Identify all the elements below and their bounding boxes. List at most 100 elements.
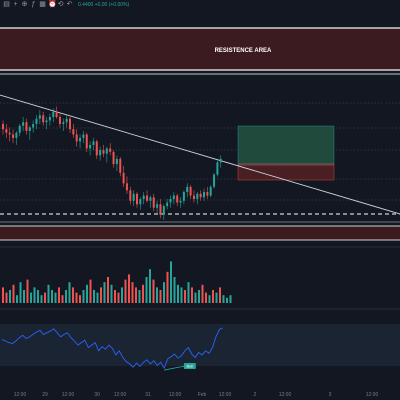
candle-body — [179, 200, 182, 203]
candle-body — [62, 122, 65, 124]
volume-bar — [156, 287, 158, 303]
volume-bar — [170, 261, 172, 303]
candle-body — [169, 199, 172, 203]
candle-body — [99, 150, 102, 156]
volume-bar — [58, 287, 60, 303]
volume-bar — [19, 282, 22, 303]
volume-bar — [194, 292, 197, 303]
candle-body — [22, 122, 25, 126]
volume-bar — [219, 287, 221, 303]
candle-body — [115, 158, 118, 165]
top-toolbar: ▤ + ⊕ ƒ ▦ ⏰ ⟲ ↶ 0.4400 +0.00 (+0.00%) — [0, 0, 400, 10]
annotation-zones: RESISTENCE AREA — [0, 27, 400, 241]
volume-bar — [131, 282, 134, 303]
candle-body — [112, 151, 115, 165]
volume-bar — [138, 290, 141, 303]
volume-bar — [61, 295, 64, 303]
x-tick-label: 29 — [42, 392, 48, 398]
long-position-target — [237, 125, 335, 165]
volume-bar — [205, 292, 207, 303]
volume-bar — [212, 290, 214, 303]
indicators-icon[interactable]: ƒ — [31, 1, 36, 8]
volume-bar — [51, 290, 53, 303]
candle-body — [18, 125, 21, 133]
long-position-stop — [237, 163, 335, 181]
volume-bar — [159, 290, 162, 303]
volume-bar — [135, 287, 137, 303]
candle-body — [213, 174, 216, 187]
volume-bar — [23, 290, 25, 303]
rsi-panel: Bull — [0, 324, 400, 371]
volume-bar — [12, 284, 15, 303]
volume-bar — [2, 287, 4, 303]
layout-icon[interactable]: ▦ — [39, 1, 46, 8]
rsi-line — [1, 327, 223, 370]
candle-body — [176, 195, 179, 203]
volume-bar — [47, 284, 50, 303]
volume-bar — [33, 287, 36, 303]
volume-bar — [177, 284, 179, 303]
candle-body — [172, 195, 175, 200]
volume-series — [2, 261, 232, 303]
x-tick-label: 30 — [94, 392, 100, 398]
support-zone — [0, 225, 400, 241]
alert-icon[interactable]: ⏰ — [48, 1, 57, 8]
x-tick-label: 2 — [254, 392, 257, 398]
volume-bar — [152, 279, 155, 303]
volume-bar — [128, 274, 130, 303]
volume-bar — [75, 292, 78, 303]
volume-bar — [72, 287, 74, 303]
volume-bar — [184, 290, 186, 303]
volume-bar — [201, 284, 204, 303]
volume-bar — [145, 277, 148, 303]
volume-bar — [208, 295, 211, 303]
candle-body — [129, 190, 132, 201]
candle-body — [28, 127, 31, 131]
compare-icon[interactable]: ⊕ — [21, 1, 28, 8]
volume-bar — [86, 284, 88, 303]
candle-body — [196, 193, 199, 200]
x-axis: 12:00 29 12:00 30 12:00 31 12:00 Feb 12:00 2 12:00… — [14, 392, 379, 398]
crosshair-icon[interactable]: + — [13, 1, 18, 8]
candle-body — [75, 134, 78, 142]
x-tick-label: 3 — [329, 392, 332, 398]
candle-body — [82, 134, 85, 138]
candle-body — [102, 150, 105, 154]
candle-body — [216, 162, 219, 175]
volume-bar — [191, 287, 193, 303]
candle-body — [132, 193, 135, 201]
volume-bar — [93, 290, 95, 303]
candle-body — [142, 195, 145, 200]
candle-body — [105, 148, 108, 154]
candle-body — [72, 129, 75, 135]
volume-bar — [30, 292, 32, 303]
undo-icon[interactable]: ↶ — [66, 1, 73, 8]
candle-body — [52, 111, 55, 117]
divergence-line — [164, 365, 185, 371]
volume-bar — [82, 290, 85, 303]
volume-bar — [222, 295, 225, 303]
chart-type-icon[interactable]: ▤ — [3, 1, 10, 8]
resistance-zone-label: RESISTENCE AREA — [215, 48, 272, 54]
trendline — [0, 94, 400, 215]
candle-body — [149, 197, 152, 201]
volume-bar — [198, 290, 200, 303]
volume-bar — [226, 297, 228, 303]
x-tick-label: 12:00 — [114, 392, 127, 398]
price-readout: 0.4400 +0.00 (+0.00%) — [78, 2, 130, 8]
candle-body — [58, 116, 61, 124]
volume-bar — [54, 292, 57, 303]
candle-body — [8, 132, 11, 135]
volume-bar — [16, 295, 18, 303]
volume-bar — [96, 292, 99, 303]
volume-bar — [103, 282, 106, 303]
candle-body — [15, 132, 18, 138]
volume-bar — [124, 279, 127, 303]
candle-body — [25, 122, 28, 131]
replay-icon[interactable]: ⟲ — [57, 1, 64, 8]
volume-bar — [121, 287, 123, 303]
candle-body — [45, 120, 48, 123]
bull-badge-label: Bull — [187, 364, 194, 369]
candle-body — [65, 118, 68, 123]
